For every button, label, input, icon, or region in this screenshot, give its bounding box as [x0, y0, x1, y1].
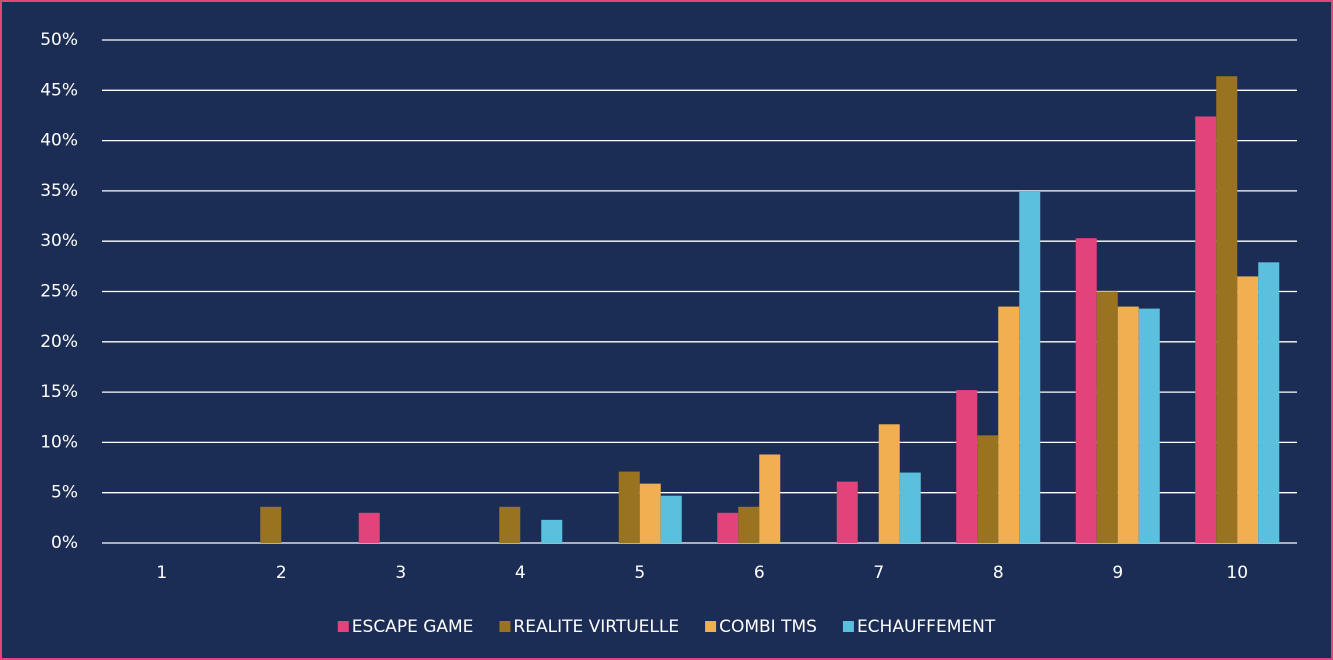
bar	[660, 495, 682, 543]
bar	[956, 390, 978, 543]
x-tick-label: 7	[873, 563, 884, 583]
bar	[1258, 262, 1280, 543]
x-tick-label: 10	[1226, 563, 1248, 583]
y-tick-label: 50%	[40, 30, 78, 50]
bar	[1138, 308, 1160, 543]
legend-label: REALITE VIRTUELLE	[513, 617, 679, 637]
legend-swatch	[337, 621, 349, 632]
bar	[260, 506, 282, 543]
y-tick-label: 0%	[51, 533, 78, 553]
bar	[499, 506, 521, 543]
bar	[1075, 238, 1097, 543]
bar	[998, 306, 1020, 543]
x-tick-label: 3	[395, 563, 406, 583]
bar	[836, 481, 858, 543]
legend-label: ECHAUFFEMENT	[857, 617, 996, 637]
bar	[358, 512, 380, 543]
legend-label: COMBI TMS	[719, 617, 817, 637]
x-tick-label: 4	[515, 563, 526, 583]
x-tick-label: 6	[754, 563, 765, 583]
bar	[899, 472, 921, 543]
x-tick-label: 9	[1112, 563, 1123, 583]
legend-swatch	[499, 621, 511, 632]
y-tick-label: 5%	[51, 483, 78, 503]
x-tick-label: 5	[634, 563, 645, 583]
y-tick-label: 10%	[40, 432, 78, 452]
bar	[977, 435, 999, 543]
bar	[1216, 76, 1238, 543]
bar	[541, 519, 563, 543]
bar	[1019, 191, 1041, 543]
legend-swatch	[705, 621, 717, 632]
legend-label: ESCAPE GAME	[352, 617, 474, 637]
y-tick-label: 20%	[40, 332, 78, 352]
bar	[1117, 306, 1139, 543]
y-tick-label: 45%	[40, 80, 78, 100]
x-tick-label: 1	[156, 563, 167, 583]
y-tick-label: 15%	[40, 382, 78, 402]
x-tick-label: 8	[993, 563, 1004, 583]
bar	[1195, 116, 1217, 544]
bar	[1096, 291, 1118, 543]
bar	[1237, 276, 1259, 543]
legend-swatch	[842, 621, 854, 632]
bar	[738, 506, 760, 543]
bar	[759, 454, 781, 543]
y-tick-label: 40%	[40, 131, 78, 151]
bar	[618, 471, 640, 543]
x-tick-label: 2	[276, 563, 287, 583]
y-tick-label: 35%	[40, 181, 78, 201]
bar	[878, 424, 900, 543]
y-tick-label: 25%	[40, 282, 78, 302]
bar	[717, 512, 739, 543]
y-tick-label: 30%	[40, 231, 78, 251]
bar	[639, 483, 661, 543]
